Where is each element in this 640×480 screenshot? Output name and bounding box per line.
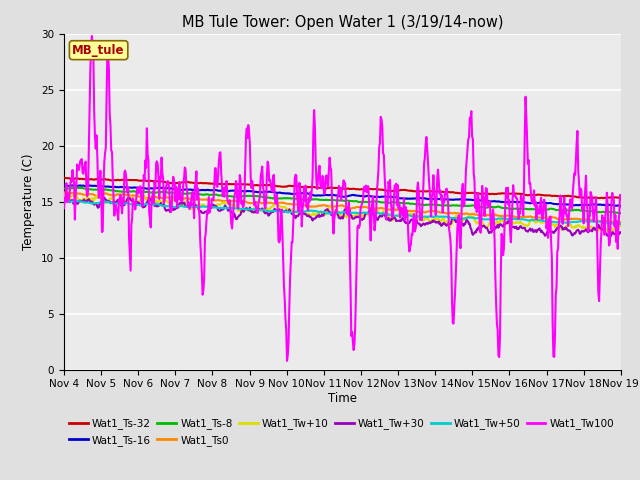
Wat1_Tw+10	[214, 202, 221, 207]
Wat1_Tw100	[428, 194, 436, 200]
Wat1_Ts0	[426, 208, 434, 214]
Line: Wat1_Ts0: Wat1_Ts0	[64, 192, 621, 222]
Wat1_Tw+10	[594, 229, 602, 235]
Wat1_Tw+10	[617, 223, 625, 229]
Wat1_Tw100	[60, 205, 68, 211]
Wat1_Ts-32	[617, 195, 625, 201]
Wat1_Tw100	[617, 197, 625, 203]
Wat1_Ts-8	[411, 201, 419, 207]
Wat1_Ts0	[616, 219, 624, 225]
Wat1_Ts-8	[617, 210, 625, 216]
Y-axis label: Temperature (C): Temperature (C)	[22, 153, 35, 250]
X-axis label: Time: Time	[328, 392, 357, 405]
Wat1_Ts-16	[70, 182, 78, 188]
Wat1_Tw+50	[128, 202, 136, 207]
Wat1_Tw+30	[411, 217, 419, 223]
Wat1_Ts-16	[426, 196, 434, 202]
Wat1_Tw100	[70, 179, 78, 185]
Wat1_Tw+10	[410, 212, 418, 217]
Wat1_Tw100	[283, 358, 291, 364]
Wat1_Ts0	[70, 190, 78, 196]
Wat1_Ts-32	[596, 195, 604, 201]
Wat1_Ts-32	[71, 176, 79, 181]
Wat1_Tw100	[88, 33, 96, 39]
Line: Wat1_Tw100: Wat1_Tw100	[64, 36, 621, 361]
Wat1_Ts0	[214, 197, 221, 203]
Wat1_Ts0	[617, 219, 625, 225]
Wat1_Ts-16	[214, 188, 221, 193]
Wat1_Tw+30	[70, 200, 78, 206]
Line: Wat1_Ts-16: Wat1_Ts-16	[64, 185, 621, 206]
Wat1_Tw+30	[128, 198, 136, 204]
Wat1_Tw+50	[617, 221, 625, 227]
Wat1_Tw+30	[214, 207, 222, 213]
Wat1_Ts-32	[185, 179, 193, 185]
Wat1_Ts-32	[428, 189, 435, 194]
Wat1_Ts-8	[214, 192, 222, 198]
Wat1_Tw+10	[184, 200, 192, 206]
Wat1_Tw100	[412, 226, 419, 231]
Wat1_Ts-16	[127, 185, 135, 191]
Wat1_Tw+10	[60, 191, 68, 197]
Wat1_Tw+50	[70, 199, 78, 204]
Wat1_Ts0	[184, 196, 192, 202]
Wat1_Tw+30	[617, 229, 625, 235]
Legend: Wat1_Ts-32, Wat1_Ts-16, Wat1_Ts-8, Wat1_Ts0, Wat1_Tw+10, Wat1_Tw+30, Wat1_Tw+50,: Wat1_Ts-32, Wat1_Ts-16, Wat1_Ts-8, Wat1_…	[69, 419, 614, 445]
Wat1_Tw+10	[127, 194, 135, 200]
Wat1_Tw100	[185, 200, 193, 205]
Wat1_Tw+50	[60, 199, 68, 205]
Wat1_Ts0	[60, 189, 68, 195]
Wat1_Tw+30	[185, 202, 193, 207]
Wat1_Tw+30	[607, 233, 614, 239]
Wat1_Tw+10	[70, 193, 78, 199]
Line: Wat1_Tw+50: Wat1_Tw+50	[64, 201, 621, 224]
Wat1_Ts0	[410, 208, 418, 214]
Wat1_Tw+50	[72, 198, 79, 204]
Wat1_Ts-8	[128, 189, 136, 194]
Wat1_Ts-32	[411, 188, 419, 194]
Wat1_Ts-16	[60, 182, 68, 188]
Line: Wat1_Tw+10: Wat1_Tw+10	[64, 194, 621, 232]
Wat1_Ts-32	[214, 181, 222, 187]
Wat1_Ts-8	[185, 191, 193, 196]
Wat1_Ts-16	[617, 204, 625, 209]
Wat1_Tw+30	[428, 219, 435, 225]
Wat1_Tw+30	[60, 196, 68, 202]
Wat1_Ts-32	[60, 175, 68, 181]
Wat1_Tw+30	[100, 195, 108, 201]
Wat1_Tw+50	[185, 204, 193, 210]
Line: Wat1_Ts-32: Wat1_Ts-32	[64, 178, 621, 198]
Wat1_Ts-16	[410, 195, 418, 201]
Wat1_Ts-16	[184, 187, 192, 192]
Wat1_Tw+50	[428, 214, 435, 219]
Line: Wat1_Ts-8: Wat1_Ts-8	[64, 188, 621, 213]
Wat1_Ts-8	[428, 202, 435, 207]
Line: Wat1_Tw+30: Wat1_Tw+30	[64, 198, 621, 236]
Wat1_Ts-32	[128, 177, 136, 183]
Wat1_Tw100	[214, 171, 222, 177]
Wat1_Ts-8	[70, 185, 78, 191]
Wat1_Tw+50	[214, 205, 222, 211]
Wat1_Ts0	[127, 192, 135, 198]
Wat1_Ts-8	[60, 186, 68, 192]
Wat1_Ts-8	[74, 185, 81, 191]
Wat1_Tw100	[128, 216, 136, 221]
Wat1_Ts-32	[61, 175, 69, 181]
Text: MB_tule: MB_tule	[72, 44, 125, 57]
Title: MB Tule Tower: Open Water 1 (3/19/14-now): MB Tule Tower: Open Water 1 (3/19/14-now…	[182, 15, 503, 30]
Wat1_Tw+10	[426, 219, 434, 225]
Wat1_Tw+50	[411, 214, 419, 219]
